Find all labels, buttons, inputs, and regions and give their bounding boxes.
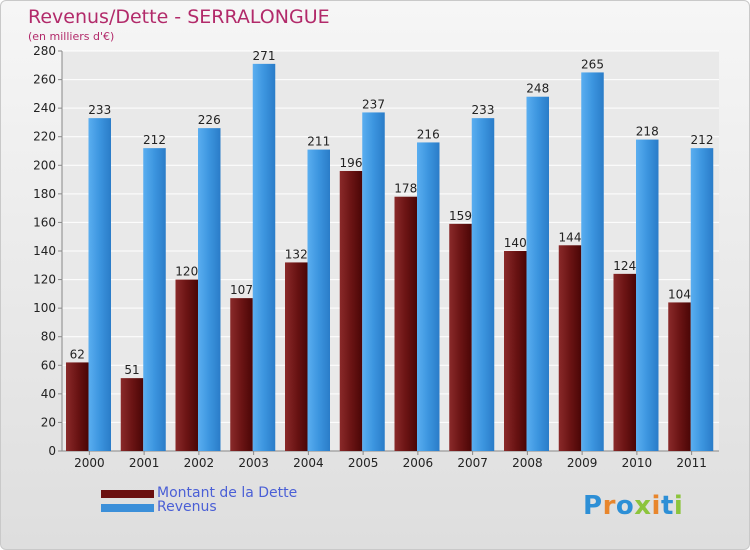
- y-tick-label: 20: [41, 415, 56, 429]
- bar-dette: [613, 273, 636, 451]
- legend-label-dette: Montant de la Dette: [157, 485, 298, 501]
- data-label-revenus: 216: [417, 127, 440, 141]
- logo-letter: P: [583, 491, 603, 521]
- legend-swatch-dette: [101, 490, 154, 498]
- data-label-dette: 124: [613, 259, 636, 273]
- legend-swatch-revenus: [101, 504, 154, 512]
- bar-dette: [339, 171, 363, 451]
- y-tick-label: 140: [33, 244, 56, 258]
- data-label-dette: 107: [230, 283, 253, 297]
- logo-letter: r: [602, 491, 616, 521]
- x-tick-label: 2000: [74, 456, 105, 470]
- data-label-revenus: 218: [636, 125, 659, 139]
- y-tick-label: 40: [41, 387, 56, 401]
- bar-revenus: [690, 148, 714, 451]
- x-tick-label: 2004: [293, 456, 324, 470]
- y-tick-label: 160: [33, 215, 56, 229]
- data-label-dette: 132: [285, 247, 308, 261]
- bar-dette: [558, 245, 582, 451]
- data-label-revenus: 211: [307, 135, 330, 149]
- data-label-revenus: 248: [526, 82, 549, 96]
- bar-dette: [175, 279, 198, 451]
- bar-revenus: [471, 118, 495, 452]
- data-label-dette: 178: [394, 182, 417, 196]
- chart-subtitle: (en milliers d'€): [28, 30, 115, 43]
- logo-letter: i: [651, 491, 661, 521]
- data-label-dette: 104: [668, 287, 691, 301]
- data-label-dette: 140: [504, 236, 527, 250]
- x-tick-label: 2005: [348, 456, 379, 470]
- data-label-revenus: 237: [362, 97, 385, 111]
- bar-dette: [504, 251, 527, 451]
- y-tick-label: 200: [33, 158, 56, 172]
- bar-dette: [449, 223, 472, 451]
- y-tick-label: 60: [41, 358, 56, 372]
- bar-revenus: [198, 128, 221, 451]
- y-tick-label: 240: [33, 101, 56, 115]
- x-tick-label: 2006: [403, 456, 434, 470]
- data-label-dette: 62: [70, 347, 85, 361]
- y-tick-label: 120: [33, 273, 56, 287]
- y-tick-label: 260: [33, 73, 56, 87]
- bar-dette: [668, 302, 691, 451]
- bar-dette: [394, 196, 417, 451]
- y-tick-label: 280: [33, 44, 56, 58]
- logo-letter: i: [673, 491, 684, 521]
- x-tick-label: 2002: [184, 456, 215, 470]
- bar-revenus: [143, 148, 166, 451]
- bar-revenus: [581, 72, 604, 451]
- y-tick-label: 180: [33, 187, 56, 201]
- bar-dette: [66, 362, 89, 451]
- data-label-revenus: 212: [143, 133, 166, 147]
- x-tick-label: 2007: [457, 456, 488, 470]
- bar-revenus: [307, 149, 330, 452]
- data-label-revenus: 233: [472, 103, 495, 117]
- x-tick-label: 2009: [567, 456, 598, 470]
- x-tick-label: 2008: [512, 456, 543, 470]
- data-label-revenus: 233: [88, 103, 111, 117]
- x-tick-label: 2001: [129, 456, 160, 470]
- y-tick-label: 80: [41, 330, 56, 344]
- logo-letter: o: [615, 491, 635, 521]
- chart-title: Revenus/Dette - SERRALONGUE: [28, 6, 330, 28]
- data-label-dette: 120: [175, 265, 198, 279]
- legend-label-revenus: Revenus: [157, 499, 217, 515]
- bar-revenus: [417, 142, 440, 451]
- data-label-revenus: 212: [691, 133, 714, 147]
- data-label-dette: 159: [449, 209, 472, 223]
- x-tick-label: 2011: [676, 456, 707, 470]
- data-label-revenus: 271: [253, 49, 276, 63]
- data-label-dette: 144: [559, 230, 582, 244]
- data-label-revenus: 265: [581, 57, 604, 71]
- bar-revenus: [636, 139, 659, 452]
- bar-dette: [120, 378, 144, 451]
- bar-revenus: [88, 118, 111, 452]
- y-tick-label: 0: [48, 444, 56, 458]
- logo-letter: t: [660, 491, 674, 521]
- x-tick-label: 2003: [238, 456, 269, 470]
- data-label-revenus: 226: [198, 113, 221, 127]
- y-tick-label: 100: [33, 301, 56, 315]
- bar-revenus: [252, 63, 276, 451]
- proxiti-logo: Proxiti: [583, 491, 683, 521]
- bar-dette: [230, 298, 253, 451]
- data-label-dette: 196: [340, 156, 363, 170]
- bar-revenus: [526, 96, 549, 451]
- data-label-dette: 51: [124, 363, 139, 377]
- y-tick-label: 220: [33, 130, 56, 144]
- x-tick-label: 2010: [622, 456, 653, 470]
- bar-revenus: [362, 112, 385, 451]
- bar-dette: [285, 262, 308, 451]
- logo-letter: x: [634, 491, 652, 521]
